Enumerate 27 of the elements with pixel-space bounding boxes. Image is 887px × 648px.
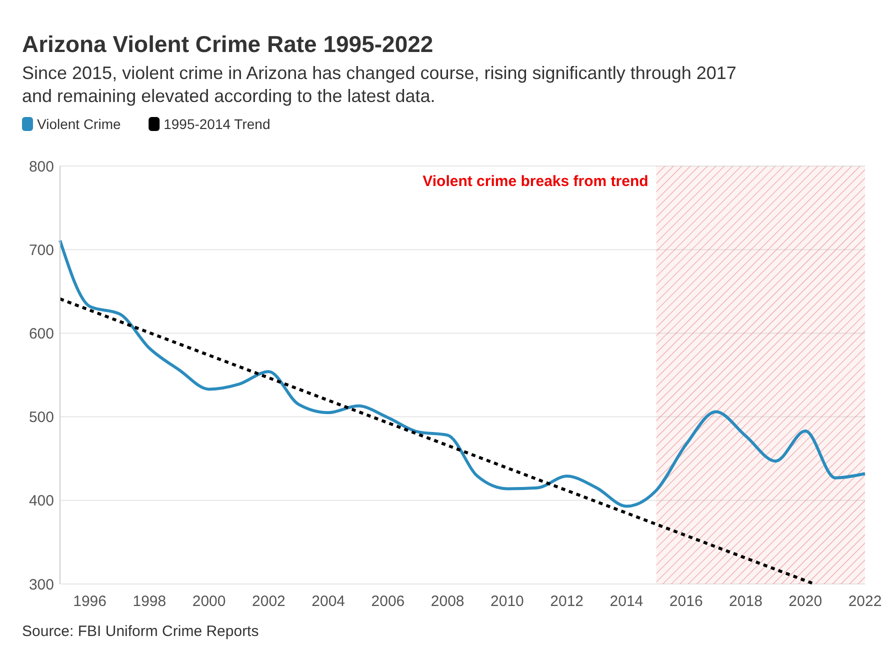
band-label: Violent crime breaks from trend: [422, 173, 648, 190]
x-tick-label: 2014: [610, 593, 644, 610]
x-tick-label: 2016: [669, 593, 703, 610]
x-tick-label: 2018: [729, 593, 762, 610]
y-tick-label: 600: [28, 325, 54, 342]
y-tick-label: 700: [28, 242, 54, 259]
legend-label: Violent Crime: [37, 116, 121, 132]
x-tick-label: 2010: [490, 593, 524, 610]
x-tick-label: 2004: [312, 593, 346, 610]
x-tick-label: 1998: [132, 593, 166, 610]
chart-title: Arizona Violent Crime Rate 1995-2022: [22, 31, 434, 57]
x-tick-label: 2012: [550, 593, 584, 610]
x-tick-label: 2022: [848, 593, 882, 610]
legend-label: 1995-2014 Trend: [164, 116, 270, 132]
x-tick-label: 2020: [788, 593, 822, 610]
y-tick-label: 400: [28, 492, 54, 510]
y-tick-label: 300: [28, 576, 54, 594]
x-tick-label: 1996: [73, 593, 106, 610]
x-tick-label: 2002: [252, 593, 286, 610]
chart-subtitle: Since 2015, violent crime in Arizona has changed course, rising significantly through 2017 and remaining elevated according to the latest data.: [22, 63, 736, 106]
x-tick-label: 2006: [371, 593, 405, 610]
source-note: Source: FBI Uniform Crime Reports: [22, 623, 259, 640]
y-tick-label: 500: [28, 409, 54, 426]
x-tick-label: 2008: [430, 593, 464, 610]
x-tick-label: 2000: [192, 593, 226, 610]
y-tick-label: 800: [28, 158, 54, 176]
line-series: [58, 238, 866, 508]
